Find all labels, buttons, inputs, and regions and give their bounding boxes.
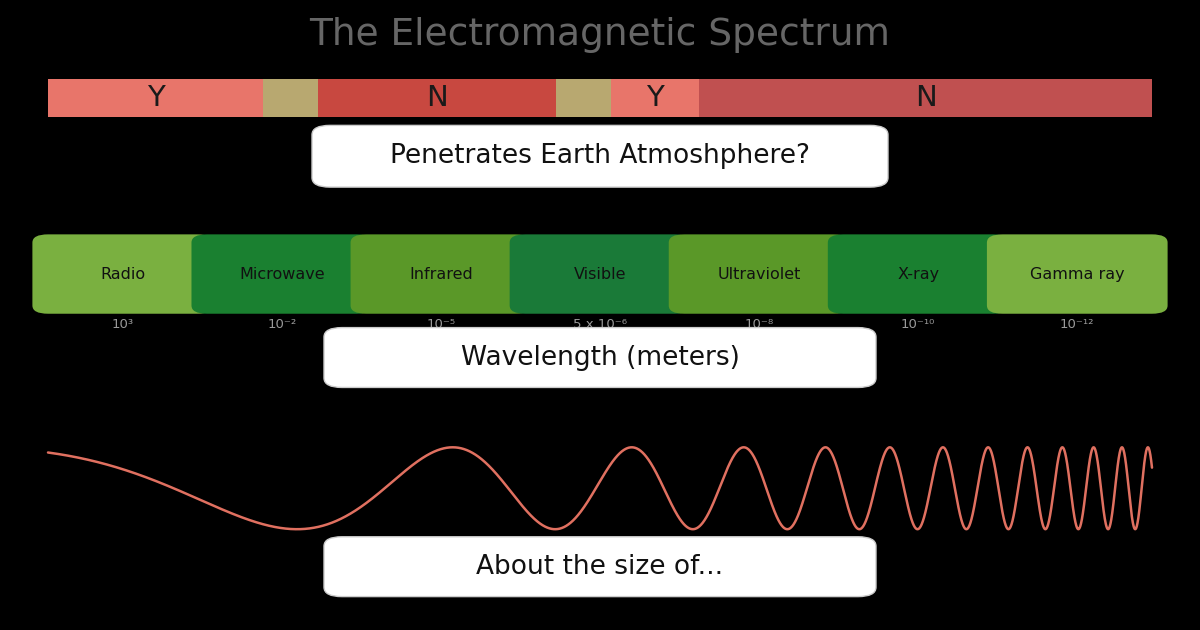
Bar (48, 79, 263, 117)
FancyBboxPatch shape (828, 234, 1008, 314)
Text: Infrared: Infrared (409, 266, 473, 282)
Text: 5 x 10⁻⁶: 5 x 10⁻⁶ (572, 318, 626, 331)
Text: The Electromagnetic Spectrum: The Electromagnetic Spectrum (310, 16, 890, 53)
Text: Visible: Visible (574, 266, 626, 282)
Text: 10⁻⁸: 10⁻⁸ (744, 318, 774, 331)
FancyBboxPatch shape (192, 234, 372, 314)
FancyBboxPatch shape (324, 537, 876, 597)
Text: Microwave: Microwave (239, 266, 325, 282)
Text: X-ray: X-ray (898, 266, 940, 282)
Text: About the size of...: About the size of... (476, 554, 724, 580)
FancyBboxPatch shape (986, 234, 1168, 314)
Text: Penetrates Earth Atmoshphere?: Penetrates Earth Atmoshphere? (390, 143, 810, 169)
FancyBboxPatch shape (668, 234, 850, 314)
Text: Wavelength (meters): Wavelength (meters) (461, 345, 739, 370)
FancyBboxPatch shape (312, 125, 888, 187)
FancyBboxPatch shape (350, 234, 532, 314)
Text: Radio: Radio (100, 266, 145, 282)
Text: Gamma ray: Gamma ray (1030, 266, 1124, 282)
Text: 10⁻²: 10⁻² (268, 318, 296, 331)
Text: Y: Y (647, 84, 664, 112)
Bar (318, 79, 556, 117)
FancyBboxPatch shape (324, 328, 876, 387)
Text: 10⁻⁵: 10⁻⁵ (426, 318, 456, 331)
Text: N: N (914, 84, 936, 112)
Bar (700, 79, 1152, 117)
Bar (611, 79, 700, 117)
Text: N: N (426, 84, 448, 112)
Text: Ultraviolet: Ultraviolet (718, 266, 800, 282)
FancyBboxPatch shape (510, 234, 690, 314)
Bar (263, 79, 318, 117)
Text: 10⁻¹²: 10⁻¹² (1060, 318, 1094, 331)
Text: 10³: 10³ (112, 318, 134, 331)
FancyBboxPatch shape (32, 234, 214, 314)
Text: 10⁻¹⁰: 10⁻¹⁰ (901, 318, 935, 331)
Text: Y: Y (146, 84, 164, 112)
Bar (556, 79, 611, 117)
